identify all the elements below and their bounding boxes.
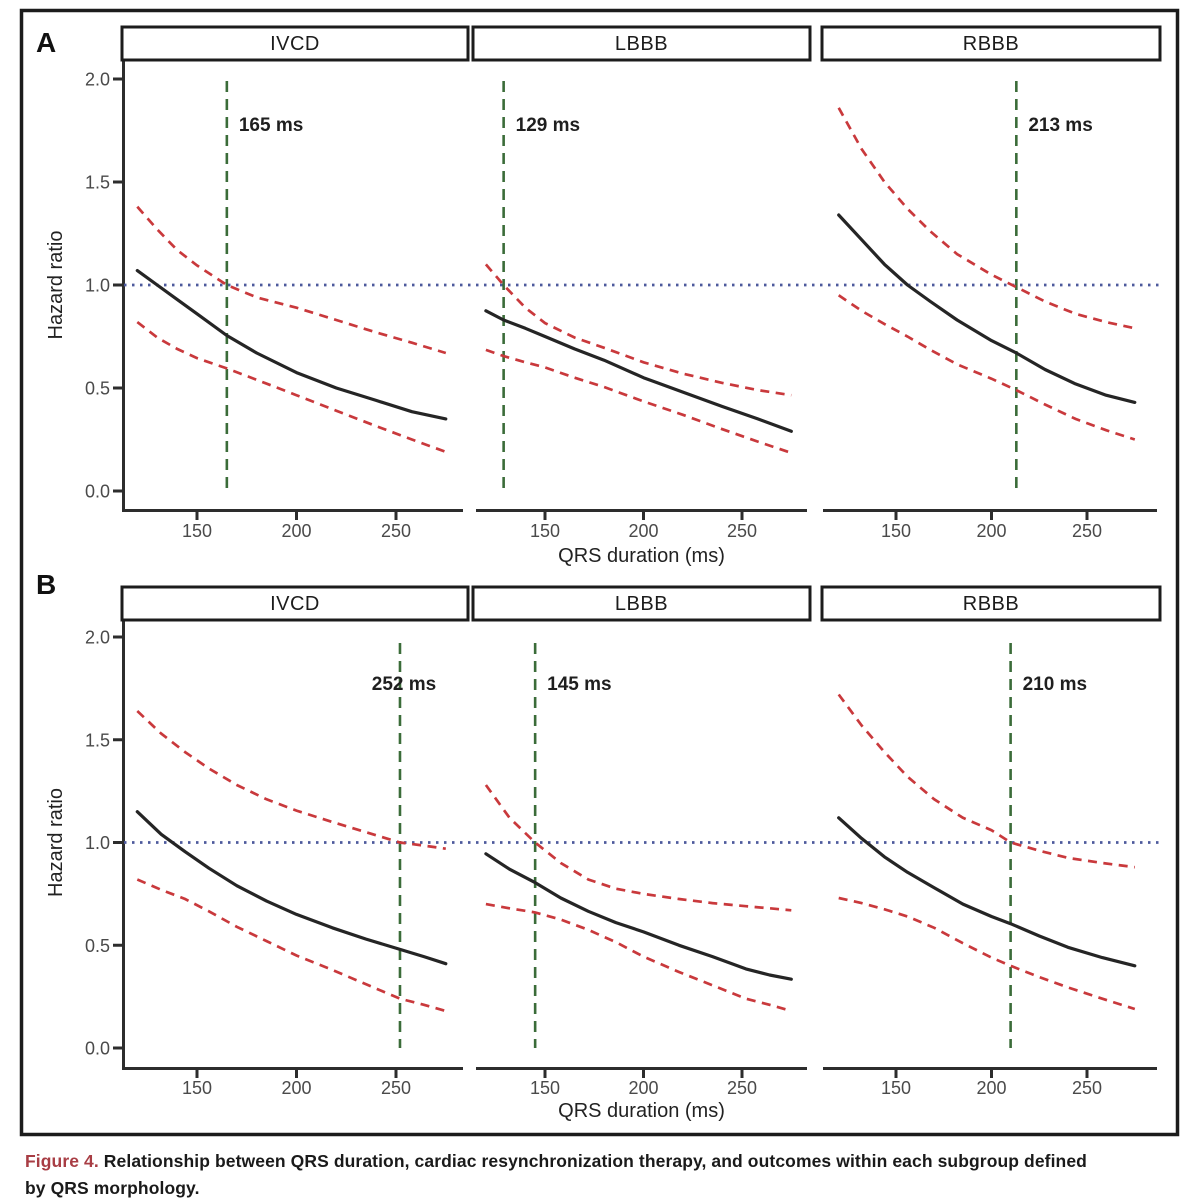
threshold-label-IVCD-B: 252 ms: [372, 674, 436, 695]
panel-title-IVCD-A: IVCD: [270, 33, 320, 55]
threshold-label-LBBB-A: 129 ms: [516, 115, 580, 136]
x-tick-label-RBBB-A-250: 250: [1072, 521, 1102, 541]
y-tick-label-row-B-1.5: 1.5: [85, 730, 110, 750]
ci-lower-curve-IVCD-B: [136, 878, 447, 1013]
row-label-A: A: [36, 27, 56, 58]
y-tick-label-row-B-1.0: 1.0: [85, 833, 110, 853]
x-tick-label-LBBB-B-250: 250: [727, 1078, 757, 1098]
x-tick-label-LBBB-B-200: 200: [628, 1078, 658, 1098]
x-tick-label-RBBB-B-200: 200: [976, 1078, 1006, 1098]
x-tick-label-IVCD-A-150: 150: [182, 521, 212, 541]
panel-title-LBBB-B: LBBB: [615, 593, 668, 615]
x-tick-label-RBBB-A-200: 200: [976, 521, 1006, 541]
x-tick-label-IVCD-B-250: 250: [381, 1078, 411, 1098]
row-label-B: B: [36, 569, 56, 600]
x-tick-label-IVCD-B-150: 150: [182, 1078, 212, 1098]
figure-border: [19, 8, 1180, 1137]
x-tick-label-LBBB-A-250: 250: [727, 521, 757, 541]
x-tick-label-RBBB-B-250: 250: [1072, 1078, 1102, 1098]
panel-header-box-IVCD-B: [120, 585, 470, 622]
x-tick-label-LBBB-A-150: 150: [530, 521, 560, 541]
figure-caption-number: Figure 4.: [25, 1151, 99, 1171]
y-tick-label-row-A-0.5: 0.5: [85, 379, 110, 399]
y-tick-label-row-A-2.0: 2.0: [85, 70, 110, 90]
ci-upper-curve-IVCD-B: [136, 710, 446, 851]
panel-header-box-RBBB-B: [820, 585, 1162, 622]
ci-lower-curve-LBBB-B: [485, 902, 792, 1013]
x-axis-title-row-A: QRS duration (ms): [558, 545, 725, 567]
figure-caption: Figure 4. Relationship between QRS durat…: [25, 1148, 1171, 1200]
x-tick-label-LBBB-A-200: 200: [628, 521, 658, 541]
panel-title-LBBB-A: LBBB: [615, 33, 668, 55]
estimate-curve-RBBB-B: [837, 816, 1137, 968]
panel-header-box-LBBB-B: [471, 585, 812, 622]
panel-header-box-IVCD-A: [120, 25, 470, 62]
x-tick-label-RBBB-B-150: 150: [881, 1078, 911, 1098]
panel-title-IVCD-B: IVCD: [270, 593, 320, 615]
y-tick-label-row-B-2.0: 2.0: [85, 628, 110, 648]
estimate-curve-RBBB-A: [837, 213, 1137, 404]
x-tick-label-IVCD-B-200: 200: [281, 1078, 311, 1098]
x-tick-label-IVCD-A-250: 250: [381, 521, 411, 541]
x-tick-label-IVCD-A-200: 200: [281, 521, 311, 541]
figure-caption-text-line1: Relationship between QRS duration, cardi…: [98, 1151, 1087, 1171]
ci-upper-curve-RBBB-B: [837, 693, 1135, 869]
y-tick-label-row-B-0.5: 0.5: [85, 936, 110, 956]
ci-upper-curve-LBBB-B: [484, 784, 792, 912]
figure-caption-text-line2: by QRS morphology.: [25, 1178, 200, 1198]
ci-upper-curve-RBBB-A: [837, 107, 1136, 330]
y-tick-label-row-A-1.0: 1.0: [85, 276, 110, 296]
x-axis-title-row-B: QRS duration (ms): [558, 1100, 725, 1122]
threshold-label-RBBB-B: 210 ms: [1023, 674, 1087, 695]
y-axis-title-row-A: Hazard ratio: [45, 231, 67, 340]
x-tick-label-RBBB-A-150: 150: [881, 521, 911, 541]
estimate-curve-IVCD-B: [135, 810, 448, 966]
estimate-curve-LBBB-A: [484, 309, 793, 433]
threshold-label-LBBB-B: 145 ms: [547, 674, 611, 695]
panel-title-RBBB-B: RBBB: [963, 593, 1019, 615]
panel-title-RBBB-A: RBBB: [963, 33, 1019, 55]
panel-header-box-RBBB-A: [820, 25, 1162, 62]
estimate-curve-IVCD-A: [135, 269, 448, 421]
ci-lower-curve-LBBB-A: [485, 348, 792, 455]
ci-lower-curve-RBBB-B: [838, 896, 1136, 1011]
ci-upper-curve-LBBB-A: [484, 263, 792, 397]
threshold-label-IVCD-A: 165 ms: [239, 115, 303, 136]
panel-header-box-LBBB-A: [471, 25, 812, 62]
threshold-label-RBBB-A: 213 ms: [1028, 115, 1092, 136]
y-tick-label-row-A-1.5: 1.5: [85, 173, 110, 193]
estimate-curve-LBBB-B: [484, 852, 793, 981]
y-tick-label-row-B-0.0: 0.0: [85, 1039, 110, 1059]
y-tick-label-row-A-0.0: 0.0: [85, 482, 110, 502]
y-axis-title-row-B: Hazard ratio: [45, 788, 67, 897]
ci-upper-curve-IVCD-A: [136, 205, 447, 355]
ci-lower-curve-RBBB-A: [837, 294, 1136, 441]
x-tick-label-LBBB-B-150: 150: [530, 1078, 560, 1098]
ci-lower-curve-IVCD-A: [136, 321, 447, 454]
